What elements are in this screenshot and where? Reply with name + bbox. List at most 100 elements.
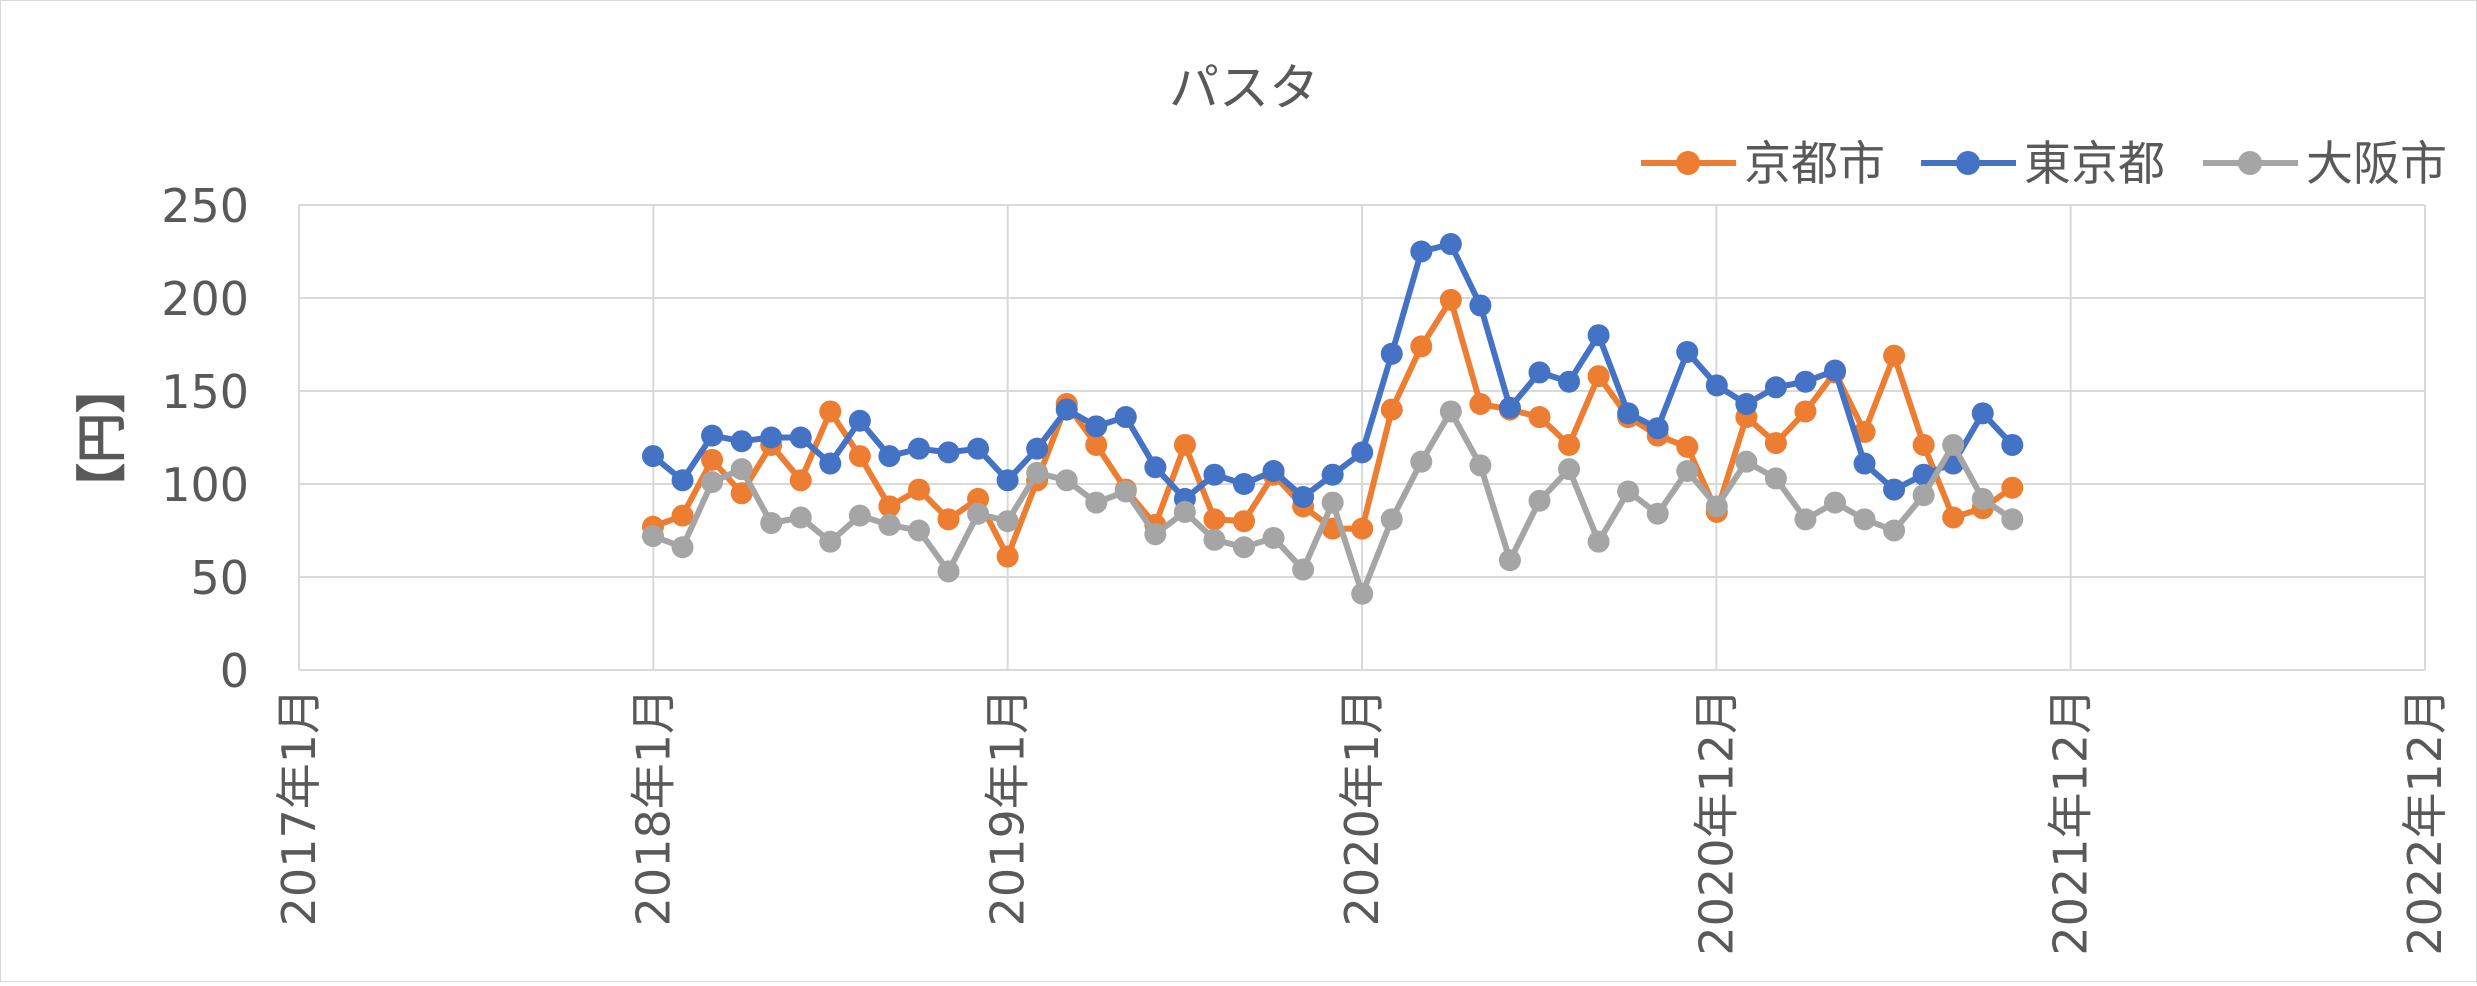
data-point <box>1883 478 1906 501</box>
data-point <box>1469 454 1492 477</box>
data-point <box>1587 365 1610 388</box>
data-point <box>1558 370 1581 393</box>
legend-label: 大阪市 <box>2306 137 2447 192</box>
data-point <box>1794 508 1817 531</box>
data-point <box>1203 463 1226 486</box>
data-point <box>1380 398 1403 421</box>
data-point <box>1233 536 1255 559</box>
data-point <box>907 519 930 542</box>
data-point <box>1114 480 1137 503</box>
data-point <box>996 510 1019 533</box>
data-point <box>1321 491 1344 514</box>
data-point <box>1912 433 1935 456</box>
data-point <box>1794 400 1817 423</box>
y-tick-label: 250 <box>161 179 249 233</box>
data-point <box>789 506 812 529</box>
legend-item: 東京都 <box>1921 137 2165 192</box>
y-tick-label: 150 <box>161 365 249 419</box>
data-point <box>878 495 901 518</box>
data-point <box>819 530 842 553</box>
x-tick-label: 2018年1月 <box>626 688 680 926</box>
data-point <box>848 409 871 432</box>
data-point <box>1173 433 1196 456</box>
data-point <box>2001 433 2024 456</box>
data-point <box>1764 467 1787 490</box>
data-point <box>1498 549 1521 572</box>
data-point <box>1085 433 1108 456</box>
data-point <box>937 441 960 464</box>
data-point <box>1971 402 1994 425</box>
data-point <box>848 445 871 468</box>
y-tick-label: 200 <box>161 272 249 326</box>
data-point <box>1676 435 1699 458</box>
data-point <box>1469 393 1492 416</box>
legend-item: 大阪市 <box>2203 137 2447 192</box>
data-point <box>1233 510 1255 533</box>
data-point <box>1883 519 1906 542</box>
data-point <box>730 458 753 481</box>
data-point <box>730 482 753 505</box>
data-point <box>1144 523 1167 546</box>
data-point <box>1558 458 1581 481</box>
legend-label: 東京都 <box>2024 137 2165 192</box>
data-point <box>1026 461 1049 484</box>
data-point <box>819 400 842 423</box>
data-point <box>1262 526 1285 549</box>
data-point <box>671 469 694 492</box>
data-point <box>1528 361 1551 384</box>
data-point <box>1528 406 1551 429</box>
data-point <box>878 445 901 468</box>
data-point <box>996 469 1019 492</box>
data-point <box>1055 469 1078 492</box>
data-point <box>2001 508 2024 531</box>
data-point <box>1439 400 1462 423</box>
data-point <box>1942 433 1965 456</box>
data-point <box>760 512 783 535</box>
data-point <box>1735 450 1758 473</box>
data-point <box>1410 450 1433 473</box>
data-point <box>1203 528 1226 551</box>
x-tick-label: 2020年12月 <box>1689 688 1743 956</box>
data-point <box>1321 463 1344 486</box>
grid <box>298 204 2426 671</box>
data-point <box>1292 558 1315 581</box>
y-axis-ticks: 0 50 100 150 200 250 <box>161 179 249 698</box>
data-point <box>1114 406 1137 429</box>
data-point <box>671 536 694 559</box>
data-point <box>1971 487 1994 510</box>
data-point <box>1380 342 1403 365</box>
series-layer <box>642 233 2024 605</box>
data-point <box>1469 294 1492 317</box>
data-point <box>671 504 694 527</box>
data-point <box>1883 344 1906 367</box>
data-point <box>1735 393 1758 416</box>
legend-swatch-marker <box>1676 151 1700 175</box>
data-point <box>1646 417 1669 440</box>
data-point <box>1173 500 1196 523</box>
legend-item: 京都市 <box>1641 137 1885 192</box>
data-point <box>1676 459 1699 482</box>
data-point <box>642 445 664 468</box>
data-point <box>967 437 990 460</box>
data-point <box>789 426 812 449</box>
data-point <box>701 448 724 471</box>
data-point <box>1410 240 1433 263</box>
data-point <box>1853 508 1876 531</box>
data-point <box>1026 437 1049 460</box>
series-2 <box>642 400 2024 605</box>
data-point <box>1617 480 1640 503</box>
data-point <box>1528 489 1551 512</box>
data-point <box>1942 506 1965 529</box>
data-point <box>1085 491 1108 514</box>
y-tick-label: 50 <box>190 551 249 605</box>
data-point <box>789 469 812 492</box>
data-point <box>1764 376 1787 399</box>
data-point <box>1203 508 1226 531</box>
data-point <box>937 560 960 583</box>
data-point <box>1410 335 1433 358</box>
data-point <box>1853 452 1876 475</box>
data-point <box>2001 476 2024 499</box>
data-point <box>1144 456 1167 479</box>
